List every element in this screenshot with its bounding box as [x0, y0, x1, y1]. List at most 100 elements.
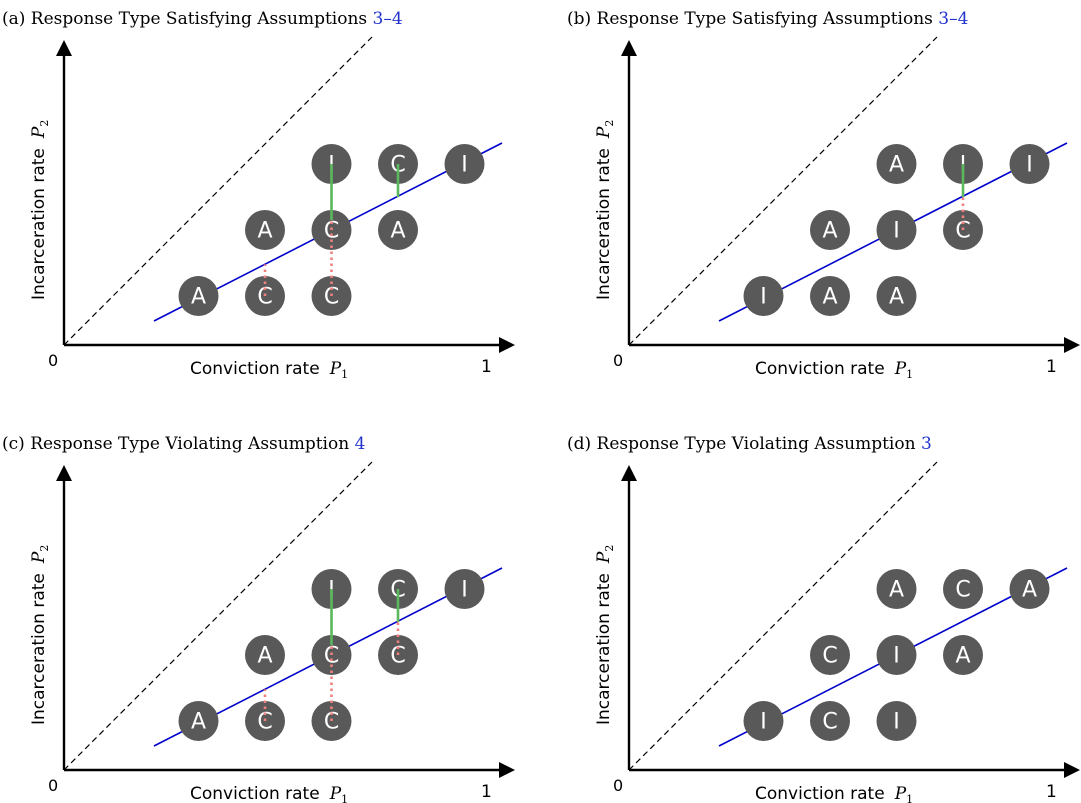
response-node-circle [743, 276, 784, 316]
x-axis-label: Conviction rate P1 [190, 784, 348, 803]
response-node-circle [943, 569, 983, 609]
panel-d: (d) Response Type Violating Assumption 3… [567, 434, 1080, 803]
x-axis-label-text: Conviction rate [190, 359, 320, 379]
x-axis-label: Conviction rate P1 [190, 359, 348, 381]
response-node-circle [444, 569, 485, 609]
y-axis-label-text: Incarceration rate [594, 148, 614, 300]
origin-label-text: 0 [48, 776, 58, 795]
x-axis-one-label-text: 1 [481, 357, 492, 377]
response-node-circle [743, 701, 784, 741]
response-node: A [943, 635, 983, 675]
x-axis-label: Conviction rate P1 [755, 784, 913, 803]
diagonal-reference-line [63, 36, 373, 346]
y-axis-label-text: Incarceration rate [29, 148, 49, 300]
response-node-label: C [257, 710, 272, 735]
response-node-label: A [390, 219, 405, 244]
response-node-circle [876, 635, 917, 675]
panel-title-text: (d) Response Type Violating Assumption [567, 434, 921, 454]
panel-title-text: (a) Response Type Satisfying Assumptions [2, 9, 373, 29]
x-axis-symbol: P [894, 359, 907, 379]
panel-title: (c) Response Type Violating Assumption 4 [2, 434, 365, 454]
y-axis-subscript: 2 [603, 545, 616, 552]
x-axis-arrowhead [499, 762, 515, 778]
response-node-label: C [324, 219, 339, 244]
y-axis-arrowhead [56, 40, 72, 56]
panel-title-text: (b) Response Type Satisfying Assumptions [567, 9, 938, 29]
response-node-circle [1009, 144, 1050, 184]
origin-label-text: 0 [48, 351, 58, 370]
assumption-ref-link: 3–4 [373, 9, 403, 29]
panel-title-text: (c) Response Type Violating Assumption [2, 434, 355, 454]
y-axis-subscript: 2 [38, 545, 51, 552]
panel-title: (a) Response Type Satisfying Assumptions… [2, 9, 403, 29]
response-node-circle [245, 210, 285, 250]
x-axis-label-text: Conviction rate [755, 784, 885, 803]
response-node-circle [178, 701, 219, 741]
response-node: I [444, 569, 485, 609]
response-node: I [1009, 144, 1050, 184]
response-node-circle [876, 276, 917, 316]
diagonal-reference-line [628, 461, 938, 771]
x-axis-one-label: 1 [1046, 782, 1057, 802]
response-node: A [1009, 569, 1050, 609]
panel-title: (b) Response Type Satisfying Assumptions… [567, 9, 968, 29]
response-node-circle [378, 210, 418, 250]
response-node-label: A [955, 644, 970, 669]
response-node-label: I [461, 578, 468, 603]
response-node-label: I [1026, 153, 1033, 178]
y-axis-arrowhead [621, 40, 637, 56]
y-axis-arrowhead [56, 465, 72, 481]
x-axis-arrowhead [499, 337, 515, 353]
panel-b: (b) Response Type Satisfying Assumptions… [567, 9, 1080, 381]
y-axis-symbol: P [594, 126, 614, 139]
y-axis-subscript: 2 [38, 120, 51, 127]
origin-label: 0 [48, 776, 58, 795]
response-node-circle [876, 210, 917, 250]
response-node: A [245, 635, 285, 675]
response-node: A [876, 569, 917, 609]
x-axis-arrowhead [1064, 337, 1080, 353]
origin-label-text: 0 [613, 776, 623, 795]
response-node-label: I [893, 644, 900, 669]
y-axis-label: Incarceration rate P2 [29, 545, 51, 725]
x-axis-label-text: Conviction rate [190, 784, 320, 803]
response-node: I [743, 701, 784, 741]
x-axis-one-label: 1 [1046, 357, 1057, 377]
y-axis-label: Incarceration rate P2 [594, 545, 616, 725]
response-node: I [743, 276, 784, 316]
response-node-label: A [822, 219, 837, 244]
response-node: A [178, 276, 219, 316]
response-node-label: A [257, 644, 272, 669]
assumption-ref-link: 3–4 [938, 9, 968, 29]
response-node-label: C [822, 644, 837, 669]
response-node: A [810, 210, 850, 250]
response-node-label: C [324, 710, 339, 735]
diagonal-reference-line [63, 461, 373, 771]
x-axis-arrowhead [1064, 762, 1080, 778]
response-node: A [378, 210, 418, 250]
response-node-label: A [191, 285, 206, 310]
origin-label: 0 [613, 776, 623, 795]
x-axis-symbol: P [329, 784, 342, 803]
response-node: A [876, 144, 917, 184]
x-axis-one-label-text: 1 [1046, 782, 1057, 802]
response-node-circle [810, 210, 850, 250]
response-node: I [876, 210, 917, 250]
response-node: C [810, 701, 850, 741]
response-node-label: A [257, 219, 272, 244]
response-node-label: I [893, 219, 900, 244]
response-node: C [810, 635, 850, 675]
x-axis-label-text: Conviction rate [755, 359, 885, 379]
y-axis-symbol: P [594, 551, 614, 564]
x-axis-subscript: 1 [341, 793, 348, 803]
response-node-circle [876, 701, 917, 741]
response-node: A [178, 701, 219, 741]
response-node-circle [943, 635, 983, 675]
response-node: I [876, 635, 917, 675]
x-axis-one-label-text: 1 [481, 782, 492, 802]
x-axis-symbol: P [329, 359, 342, 379]
x-axis-one-label-text: 1 [1046, 357, 1057, 377]
y-axis-symbol: P [29, 551, 49, 564]
origin-label-text: 0 [613, 351, 623, 370]
y-axis-subscript: 2 [603, 120, 616, 127]
